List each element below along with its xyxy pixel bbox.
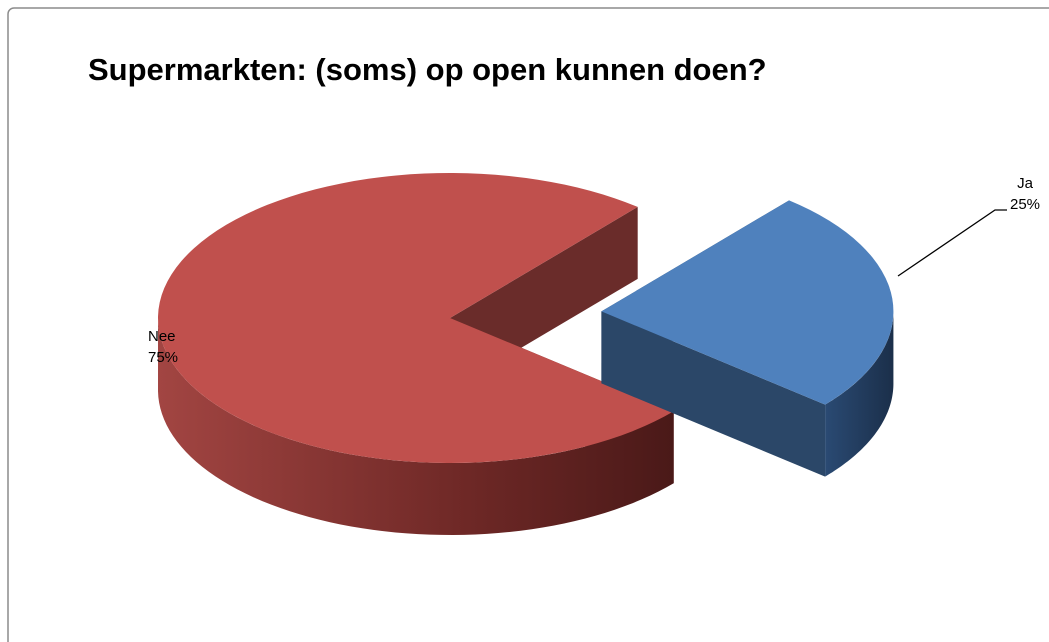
chart-title: Supermarkten: (soms) op open kunnen doen… (88, 52, 767, 87)
category-label: Nee (148, 328, 176, 345)
slice (601, 200, 894, 405)
leader-line (897, 209, 1007, 277)
slice (158, 172, 674, 463)
slice-side (158, 319, 674, 535)
slice-cut-face (601, 311, 826, 477)
category-label: Ja (1017, 175, 1034, 192)
pie (158, 172, 894, 535)
value-label: 25% (1010, 196, 1040, 213)
value-label: 75% (148, 349, 178, 366)
slice-side (825, 310, 894, 477)
